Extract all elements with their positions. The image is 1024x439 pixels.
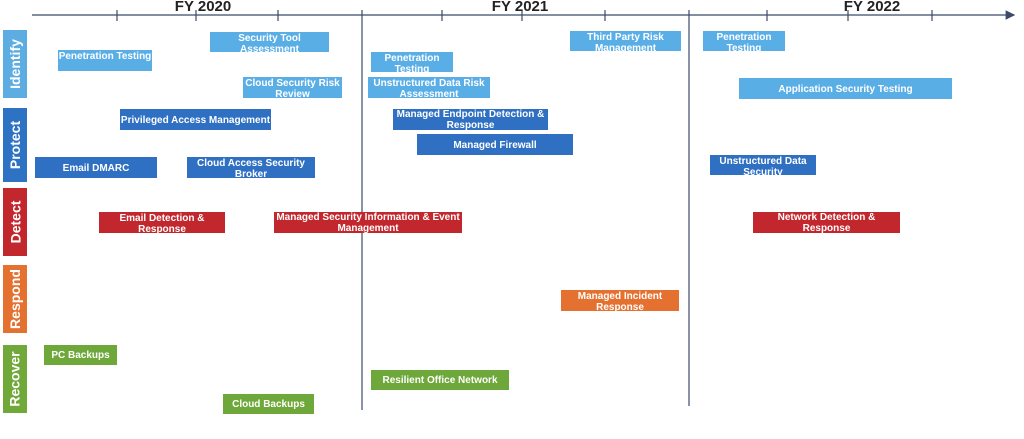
lane-label: Recover (7, 351, 24, 407)
roadmap-item: Cloud Security Risk Review (243, 77, 342, 100)
roadmap-item: Penetration Testing (58, 50, 152, 71)
roadmap-item: Cloud Access Security Broker (187, 157, 315, 180)
roadmap-item: Managed Security Information & Event Man… (274, 212, 462, 234)
year-label: FY 2021 (491, 0, 549, 15)
roadmap-item: Unstructured Data Security (710, 155, 816, 178)
roadmap-item: Resilient Office Network (371, 370, 509, 390)
roadmap-item: Unstructured Data Risk Assessment (368, 77, 490, 100)
lane: Identify (3, 30, 27, 98)
lane: Protect (3, 108, 27, 182)
roadmap-item: Cloud Backups (223, 394, 314, 414)
roadmap-item: Application Security Testing (739, 78, 952, 99)
lane-label: Detect (7, 200, 24, 244)
roadmap-item: Penetration Testing (703, 31, 785, 54)
axis-ticks (116, 10, 933, 21)
year-label: FY 2022 (843, 0, 901, 15)
roadmap-item: Email Detection & Response (99, 212, 225, 235)
lane: Respond (3, 265, 27, 333)
roadmap-item: PC Backups (44, 345, 117, 365)
roadmap-item: Managed Firewall (417, 134, 573, 155)
roadmap-item: Penetration Testing (371, 52, 453, 75)
lane-label: Identify (7, 39, 23, 89)
year-label: FY 2020 (174, 0, 232, 15)
roadmap-item: Network Detection & Response (753, 212, 900, 234)
roadmap-item: Managed Incident Response (561, 290, 679, 313)
roadmap-item: Third Party Risk Management (570, 31, 681, 54)
lane: Recover (3, 345, 27, 413)
roadmap-item: Privileged Access Management (120, 109, 271, 130)
lane-label: Respond (7, 269, 24, 329)
roadmap-item: Managed Endpoint Detection & Response (393, 109, 548, 131)
lane: Detect (3, 188, 27, 256)
roadmap-item: Email DMARC (35, 157, 157, 178)
lane-label: Protect (7, 120, 24, 170)
roadmap-item: Security Tool Assessment (210, 32, 329, 55)
